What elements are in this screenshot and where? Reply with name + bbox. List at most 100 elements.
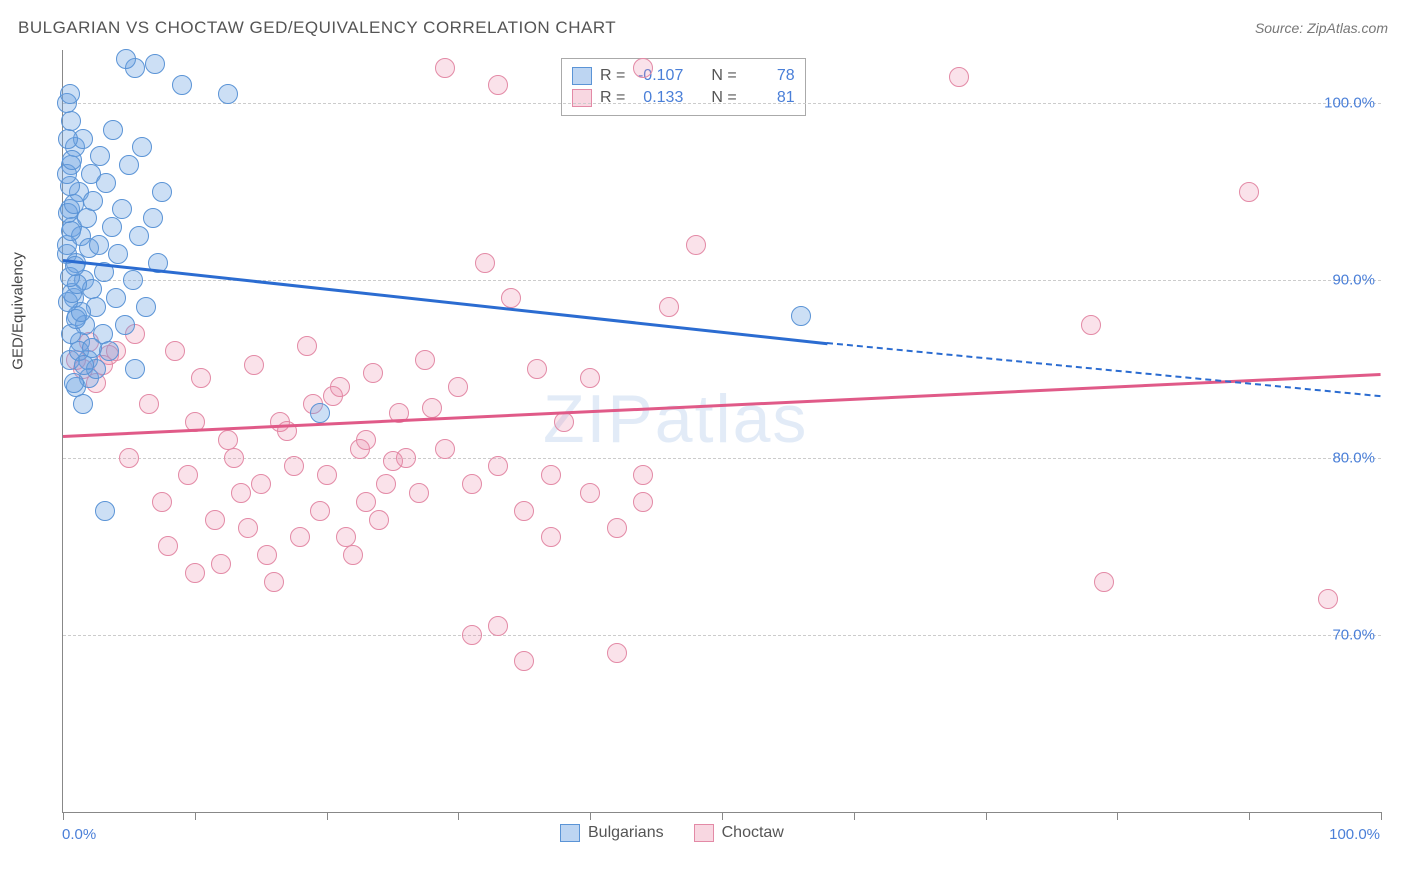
point-choctaw — [158, 536, 178, 556]
stats-row-b: R = 0.133 N = 81 — [572, 87, 795, 109]
x-tick — [327, 812, 328, 820]
point-bulgarian — [61, 221, 81, 241]
point-bulgarian — [791, 306, 811, 326]
point-choctaw — [633, 465, 653, 485]
point-choctaw — [363, 363, 383, 383]
swatch-b-icon — [572, 89, 592, 107]
point-choctaw — [231, 483, 251, 503]
point-choctaw — [317, 465, 337, 485]
point-bulgarian — [64, 194, 84, 214]
point-choctaw — [659, 297, 679, 317]
point-choctaw — [356, 430, 376, 450]
point-choctaw — [310, 501, 330, 521]
point-bulgarian — [136, 297, 156, 317]
point-choctaw — [376, 474, 396, 494]
point-choctaw — [554, 412, 574, 432]
point-choctaw — [580, 368, 600, 388]
point-choctaw — [1239, 182, 1259, 202]
point-choctaw — [211, 554, 231, 574]
point-choctaw — [152, 492, 172, 512]
point-choctaw — [297, 336, 317, 356]
point-choctaw — [251, 474, 271, 494]
point-choctaw — [191, 368, 211, 388]
point-bulgarian — [61, 111, 81, 131]
point-bulgarian — [58, 129, 78, 149]
point-choctaw — [139, 394, 159, 414]
point-choctaw — [462, 625, 482, 645]
x-tick — [458, 812, 459, 820]
x-tick — [986, 812, 987, 820]
point-choctaw — [607, 518, 627, 538]
x-tick — [1381, 812, 1382, 820]
legend-item-b: Choctaw — [694, 824, 784, 842]
point-choctaw — [257, 545, 277, 565]
point-bulgarian — [112, 199, 132, 219]
x-tick-label: 0.0% — [62, 826, 96, 843]
point-bulgarian — [96, 173, 116, 193]
point-choctaw — [119, 448, 139, 468]
point-bulgarian — [310, 403, 330, 423]
gridline — [63, 635, 1381, 636]
point-choctaw — [462, 474, 482, 494]
point-choctaw — [514, 501, 534, 521]
point-bulgarian — [145, 54, 165, 74]
trend-line-choctaw — [63, 373, 1381, 438]
point-bulgarian — [62, 150, 82, 170]
point-bulgarian — [143, 208, 163, 228]
point-choctaw — [633, 492, 653, 512]
point-bulgarian — [83, 191, 103, 211]
point-choctaw — [178, 465, 198, 485]
point-choctaw — [238, 518, 258, 538]
n-value-a: 78 — [745, 67, 795, 85]
point-choctaw — [541, 527, 561, 547]
point-choctaw — [185, 563, 205, 583]
point-choctaw — [607, 643, 627, 663]
point-choctaw — [383, 451, 403, 471]
point-choctaw — [343, 545, 363, 565]
point-choctaw — [284, 456, 304, 476]
point-choctaw — [356, 492, 376, 512]
point-bulgarian — [73, 394, 93, 414]
point-bulgarian — [119, 155, 139, 175]
chart-title: BULGARIAN VS CHOCTAW GED/EQUIVALENCY COR… — [18, 18, 616, 38]
point-choctaw — [1318, 589, 1338, 609]
point-choctaw — [488, 616, 508, 636]
plot-area: ZIPatlas R = -0.107 N = 78 R = 0.133 N =… — [62, 50, 1381, 813]
stats-box: R = -0.107 N = 78 R = 0.133 N = 81 — [561, 58, 806, 116]
point-choctaw — [514, 651, 534, 671]
x-tick — [1117, 812, 1118, 820]
y-axis-label: GED/Equivalency — [10, 252, 27, 370]
point-choctaw — [205, 510, 225, 530]
point-bulgarian — [125, 359, 145, 379]
point-bulgarian — [103, 120, 123, 140]
n-value-b: 81 — [745, 89, 795, 107]
x-tick — [195, 812, 196, 820]
legend-swatch-a-icon — [560, 824, 580, 842]
x-tick — [722, 812, 723, 820]
point-choctaw — [475, 253, 495, 273]
trend-line-bulgarian-dash — [827, 342, 1381, 397]
point-choctaw — [1094, 572, 1114, 592]
point-choctaw — [165, 341, 185, 361]
point-choctaw — [369, 510, 389, 530]
point-choctaw — [415, 350, 435, 370]
trend-line-bulgarian — [63, 259, 828, 345]
gridline — [63, 458, 1381, 459]
legend-swatch-b-icon — [694, 824, 714, 842]
point-choctaw — [409, 483, 429, 503]
point-choctaw — [580, 483, 600, 503]
point-bulgarian — [172, 75, 192, 95]
point-choctaw — [1081, 315, 1101, 335]
point-bulgarian — [106, 288, 126, 308]
x-tick — [1249, 812, 1250, 820]
x-tick — [854, 812, 855, 820]
point-choctaw — [435, 439, 455, 459]
point-choctaw — [435, 58, 455, 78]
point-choctaw — [244, 355, 264, 375]
point-bulgarian — [95, 501, 115, 521]
legend-label-b: Choctaw — [722, 824, 784, 842]
bottom-legend: Bulgarians Choctaw — [560, 824, 784, 842]
point-bulgarian — [64, 373, 84, 393]
point-bulgarian — [129, 226, 149, 246]
point-choctaw — [527, 359, 547, 379]
